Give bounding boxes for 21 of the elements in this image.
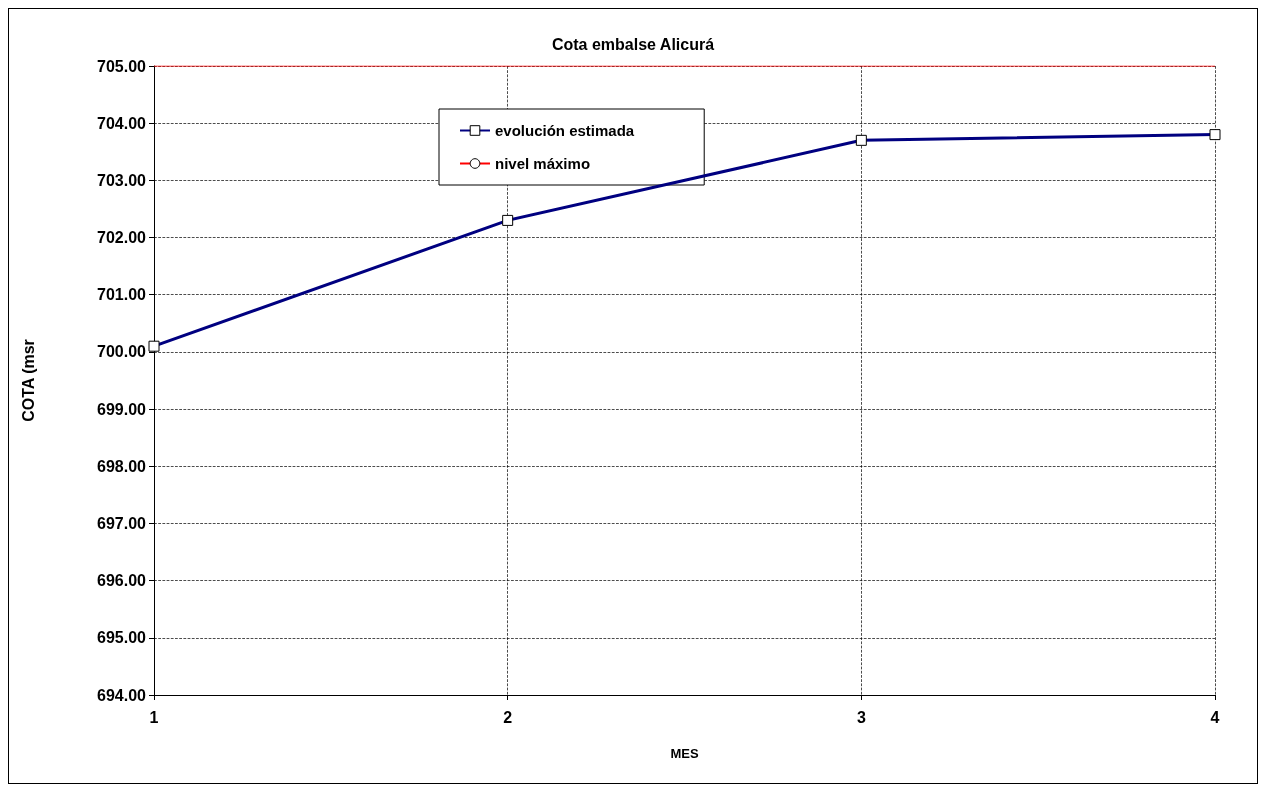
- y-tick-label: 695.00: [97, 629, 147, 647]
- y-tick-label: 701.00: [97, 286, 147, 304]
- y-tick-label: 705.00: [97, 57, 147, 75]
- y-tick-label: 694.00: [97, 686, 147, 704]
- chart-title: Cota embalse Alicurá: [551, 35, 715, 53]
- legend-label: evolución estimada: [495, 122, 635, 139]
- y-tick-label: 703.00: [97, 171, 147, 189]
- x-tick-label: 4: [1210, 708, 1220, 726]
- y-tick-label: 697.00: [97, 514, 147, 532]
- y-tick-label: 698.00: [97, 457, 147, 475]
- x-tick-label: 2: [503, 708, 513, 726]
- x-tick-label: 3: [856, 708, 866, 726]
- y-tick-label: 700.00: [97, 343, 147, 361]
- x-tick-label: 1: [149, 708, 159, 726]
- legend-label: nivel máximo: [495, 155, 591, 172]
- y-axis-title: COTA (msr: [19, 339, 37, 422]
- y-tick-label: 702.00: [97, 229, 147, 247]
- y-tick-label: 699.00: [97, 400, 147, 418]
- y-tick-label: 696.00: [97, 572, 147, 590]
- y-tick-label: 704.00: [97, 114, 147, 132]
- x-axis-title: MES: [670, 746, 699, 761]
